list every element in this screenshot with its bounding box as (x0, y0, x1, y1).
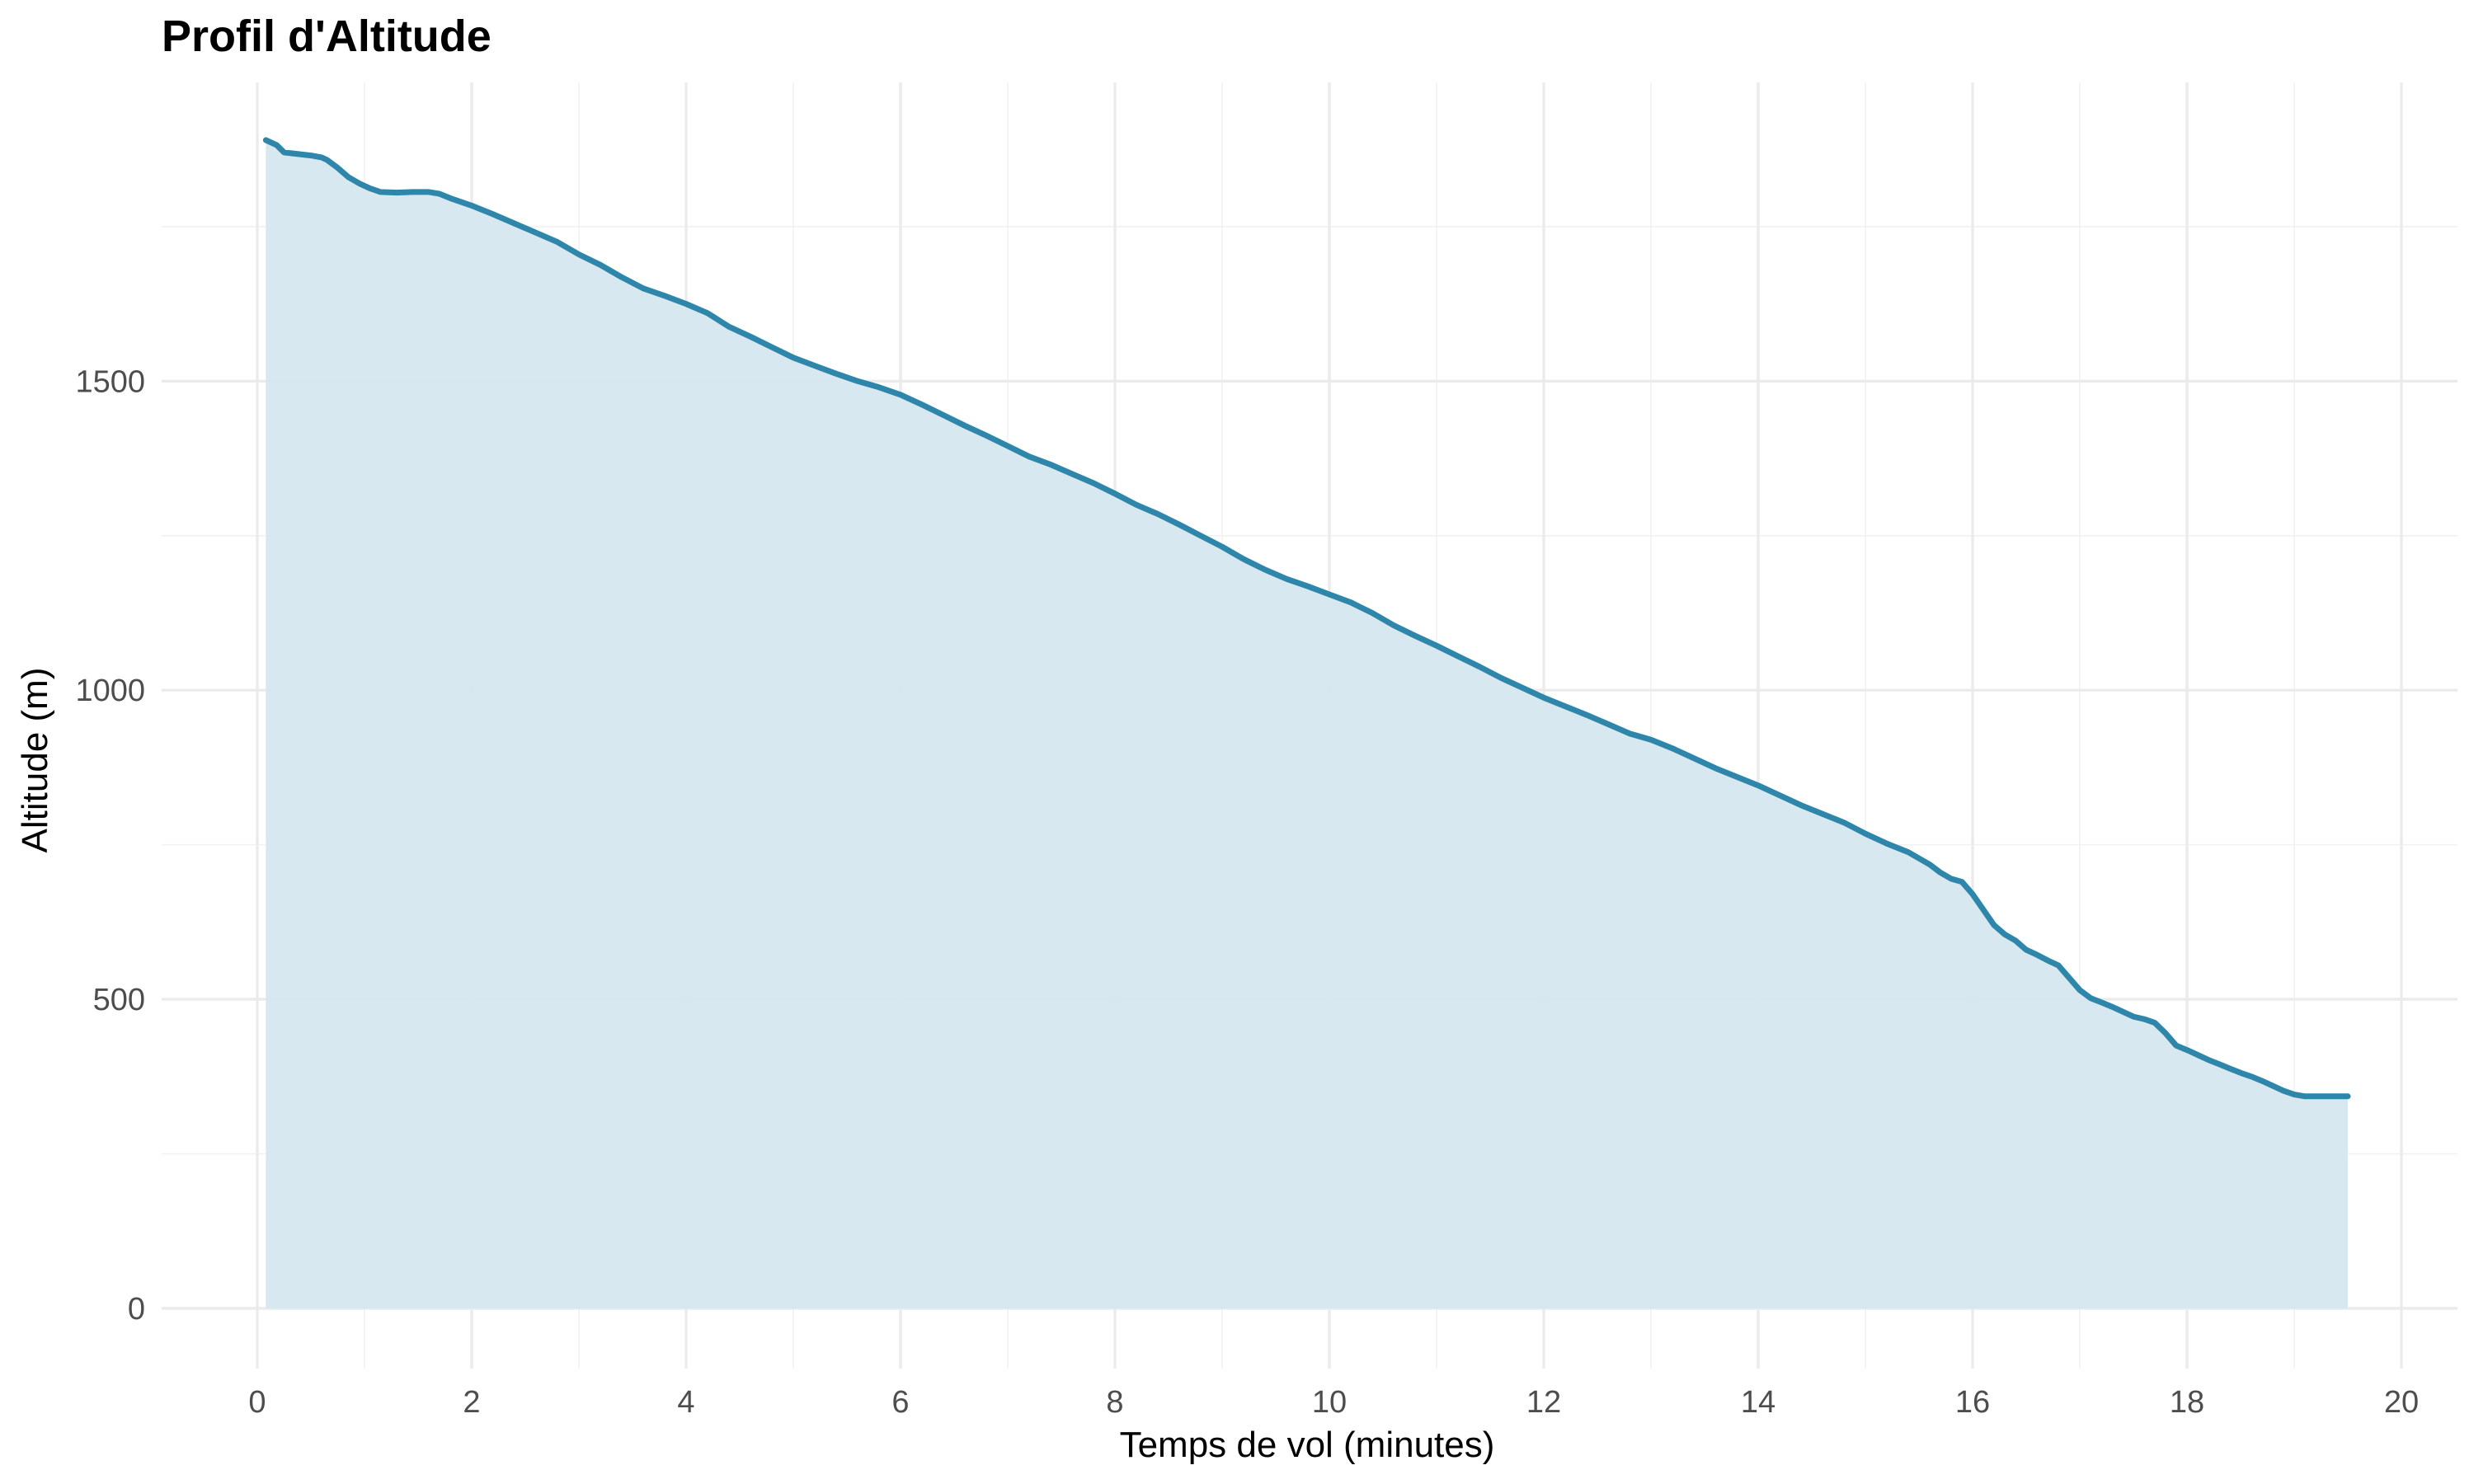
y-tick-label: 0 (128, 1292, 145, 1327)
x-axis-ticks: 0 2 4 6 8 10 12 14 16 18 20 (248, 1385, 2419, 1420)
chart-title: Profil d'Altitude (162, 12, 492, 61)
x-tick-label: 2 (463, 1385, 480, 1420)
altitude-area (266, 139, 2349, 1308)
y-tick-label: 500 (93, 983, 145, 1017)
y-axis-label: Altitude (m) (15, 668, 55, 853)
x-tick-label: 0 (248, 1385, 266, 1420)
x-tick-label: 18 (2170, 1385, 2204, 1420)
x-tick-label: 16 (1955, 1385, 1990, 1420)
x-tick-label: 12 (1526, 1385, 1561, 1420)
y-tick-label: 1000 (75, 674, 145, 708)
altitude-line (262, 137, 2351, 1100)
x-tick-label: 14 (1741, 1385, 1776, 1420)
x-tick-label: 20 (2384, 1385, 2419, 1420)
y-axis-ticks: 0 500 1000 1500 (75, 364, 145, 1327)
plot-area (262, 137, 2351, 1308)
x-tick-label: 8 (1106, 1385, 1123, 1420)
x-tick-label: 10 (1312, 1385, 1347, 1420)
x-tick-label: 6 (891, 1385, 909, 1420)
x-tick-label: 4 (677, 1385, 694, 1420)
x-axis-label: Temps de vol (minutes) (1120, 1425, 1495, 1465)
y-tick-label: 1500 (75, 364, 145, 399)
